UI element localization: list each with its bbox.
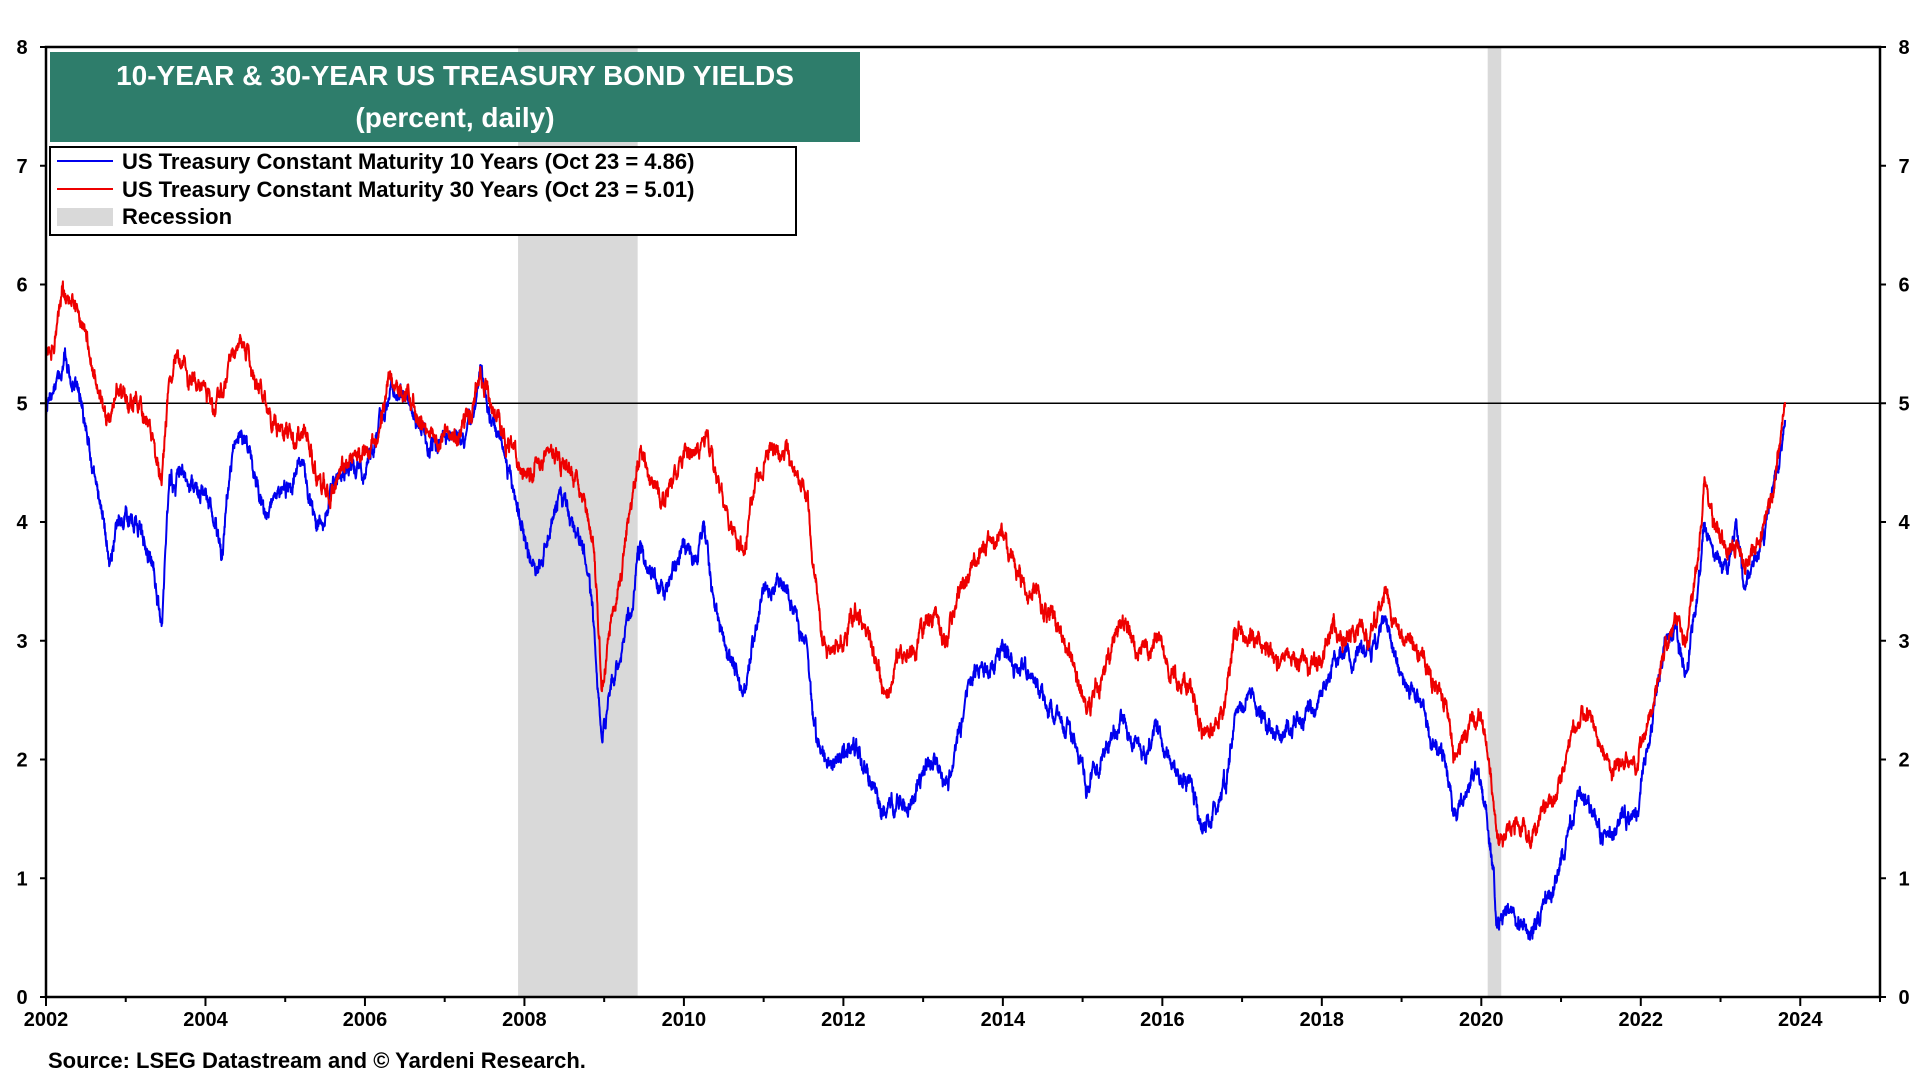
x-tick-label: 2020 — [1459, 1009, 1504, 1031]
x-tick-label: 2022 — [1619, 1009, 1664, 1031]
y-tick-label-left: 1 — [16, 868, 27, 890]
axis-ticks: 0 0 1 1 2 2 3 3 4 4 5 5 6 6 7 7 8 8 2002 2004 2006 2008 2010 20… — [16, 37, 1910, 1031]
x-tick-label: 2002 — [24, 1009, 69, 1031]
x-tick-label: 2016 — [1140, 1009, 1185, 1031]
series-line-thirty-year — [45, 280, 1787, 850]
x-tick-label: 2006 — [343, 1009, 388, 1031]
y-tick-label-right: 7 — [1898, 156, 1909, 178]
legend-label-thirty-year: US Treasury Constant Maturity 30 Years (… — [122, 177, 694, 202]
legend-label-recession: Recession — [122, 204, 232, 229]
y-tick-label-left: 5 — [16, 393, 27, 415]
x-tick-label: 2018 — [1300, 1009, 1345, 1031]
source-note: Source: LSEG Datastream and © Yardeni Re… — [48, 1048, 586, 1073]
recession-band-1 — [1487, 47, 1502, 997]
y-tick-label-right: 2 — [1898, 750, 1909, 772]
legend-swatch-recession — [57, 208, 113, 226]
y-tick-label-left: 2 — [16, 750, 27, 772]
chart-title: 10-YEAR & 30-YEAR US TREASURY BOND YIELD… — [116, 60, 794, 91]
y-tick-label-right: 1 — [1898, 868, 1909, 890]
x-tick-label: 2014 — [981, 1009, 1026, 1031]
y-tick-label-right: 5 — [1898, 393, 1909, 415]
y-tick-label-left: 8 — [16, 37, 27, 59]
x-tick-label: 2010 — [662, 1009, 707, 1031]
legend-label-ten-year: US Treasury Constant Maturity 10 Years (… — [122, 149, 694, 174]
y-tick-label-left: 4 — [16, 512, 28, 534]
y-tick-label-right: 8 — [1898, 37, 1909, 59]
x-tick-label: 2008 — [502, 1009, 547, 1031]
x-tick-label: 2012 — [821, 1009, 866, 1031]
y-tick-label-right: 0 — [1898, 987, 1909, 1009]
chart-subtitle: (percent, daily) — [355, 102, 554, 133]
y-tick-label-right: 4 — [1898, 512, 1910, 534]
title-header-background — [50, 52, 860, 142]
x-tick-label: 2004 — [183, 1009, 228, 1031]
series-lines — [45, 280, 1787, 941]
y-tick-label-left: 3 — [16, 631, 27, 653]
y-tick-label-left: 0 — [16, 987, 27, 1009]
y-tick-label-left: 7 — [16, 156, 27, 178]
y-tick-label-right: 3 — [1898, 631, 1909, 653]
legend-box — [49, 146, 797, 236]
y-tick-label-right: 6 — [1898, 275, 1909, 297]
y-tick-label-left: 6 — [16, 275, 27, 297]
series-line-ten-year — [45, 347, 1787, 941]
x-tick-label: 2024 — [1778, 1009, 1823, 1031]
